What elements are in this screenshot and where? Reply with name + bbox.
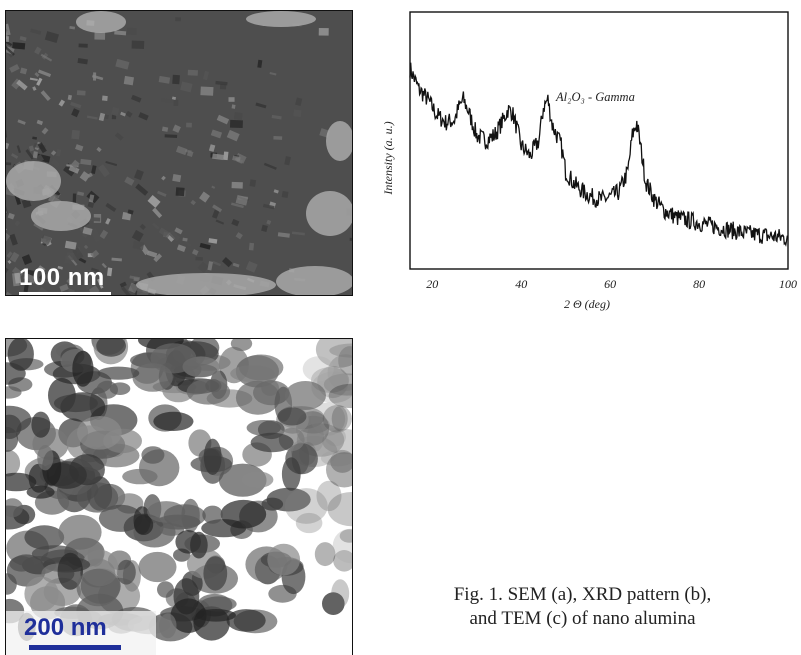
caption-line-1: Fig. 1. SEM (a), XRD pattern (b), — [453, 584, 712, 605]
xrd-x-tick-60: 60 — [604, 277, 616, 291]
tem-scale-label: 200 nm — [24, 614, 107, 641]
xrd-x-tick-100: 100 — [779, 277, 797, 291]
xrd-x-tick-labels: 20 40 60 80 100 — [426, 277, 797, 291]
xrd-chart: Al₂O₃ - Gamma Intensity (a. u.) 2 Θ (deg… — [381, 11, 797, 311]
caption-line-2: and TEM (c) of nano alumina — [469, 608, 696, 629]
sem-scale-label: 100 nm — [19, 264, 105, 291]
xrd-plot-frame — [409, 11, 789, 270]
sem-micrograph: 100 nm — [5, 10, 353, 296]
sem-texture — [6, 11, 352, 295]
sem-scale-bar — [19, 292, 111, 295]
figure-caption: Fig. 1. SEM (a), XRD pattern (b), and TE… — [410, 583, 755, 631]
xrd-x-tick-40: 40 — [515, 277, 527, 291]
xrd-x-tick-80: 80 — [693, 277, 705, 291]
xrd-y-axis-label: Intensity (a. u.) — [381, 121, 395, 195]
xrd-title: Al₂O₃ - Gamma — [555, 90, 635, 104]
xrd-series-line — [409, 62, 789, 247]
tem-micrograph: 200 nm — [5, 338, 353, 655]
tem-texture — [6, 339, 352, 655]
xrd-x-axis-label: 2 Θ (deg) — [564, 297, 610, 311]
tem-scale-bar — [29, 645, 121, 650]
xrd-x-tick-20: 20 — [426, 277, 438, 291]
